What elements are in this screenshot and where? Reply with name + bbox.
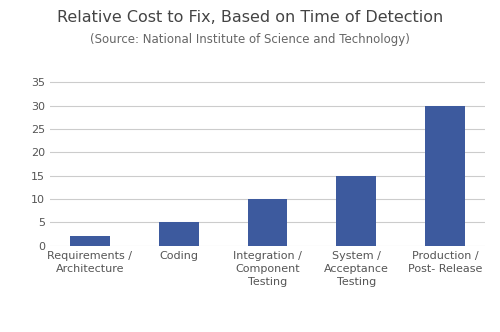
- Bar: [158, 222, 198, 246]
- Title: Relative Cost to Fix, Based on Time of Detection
(Source: National Institute of : Relative Cost to Fix, Based on Time of D…: [0, 331, 1, 332]
- Text: Relative Cost to Fix, Based on Time of Detection: Relative Cost to Fix, Based on Time of D…: [57, 10, 443, 25]
- Text: (Source: National Institute of Science and Technology): (Source: National Institute of Science a…: [90, 33, 410, 46]
- Bar: [248, 199, 288, 246]
- Bar: [425, 106, 465, 246]
- Bar: [336, 176, 376, 246]
- Bar: [70, 236, 110, 246]
